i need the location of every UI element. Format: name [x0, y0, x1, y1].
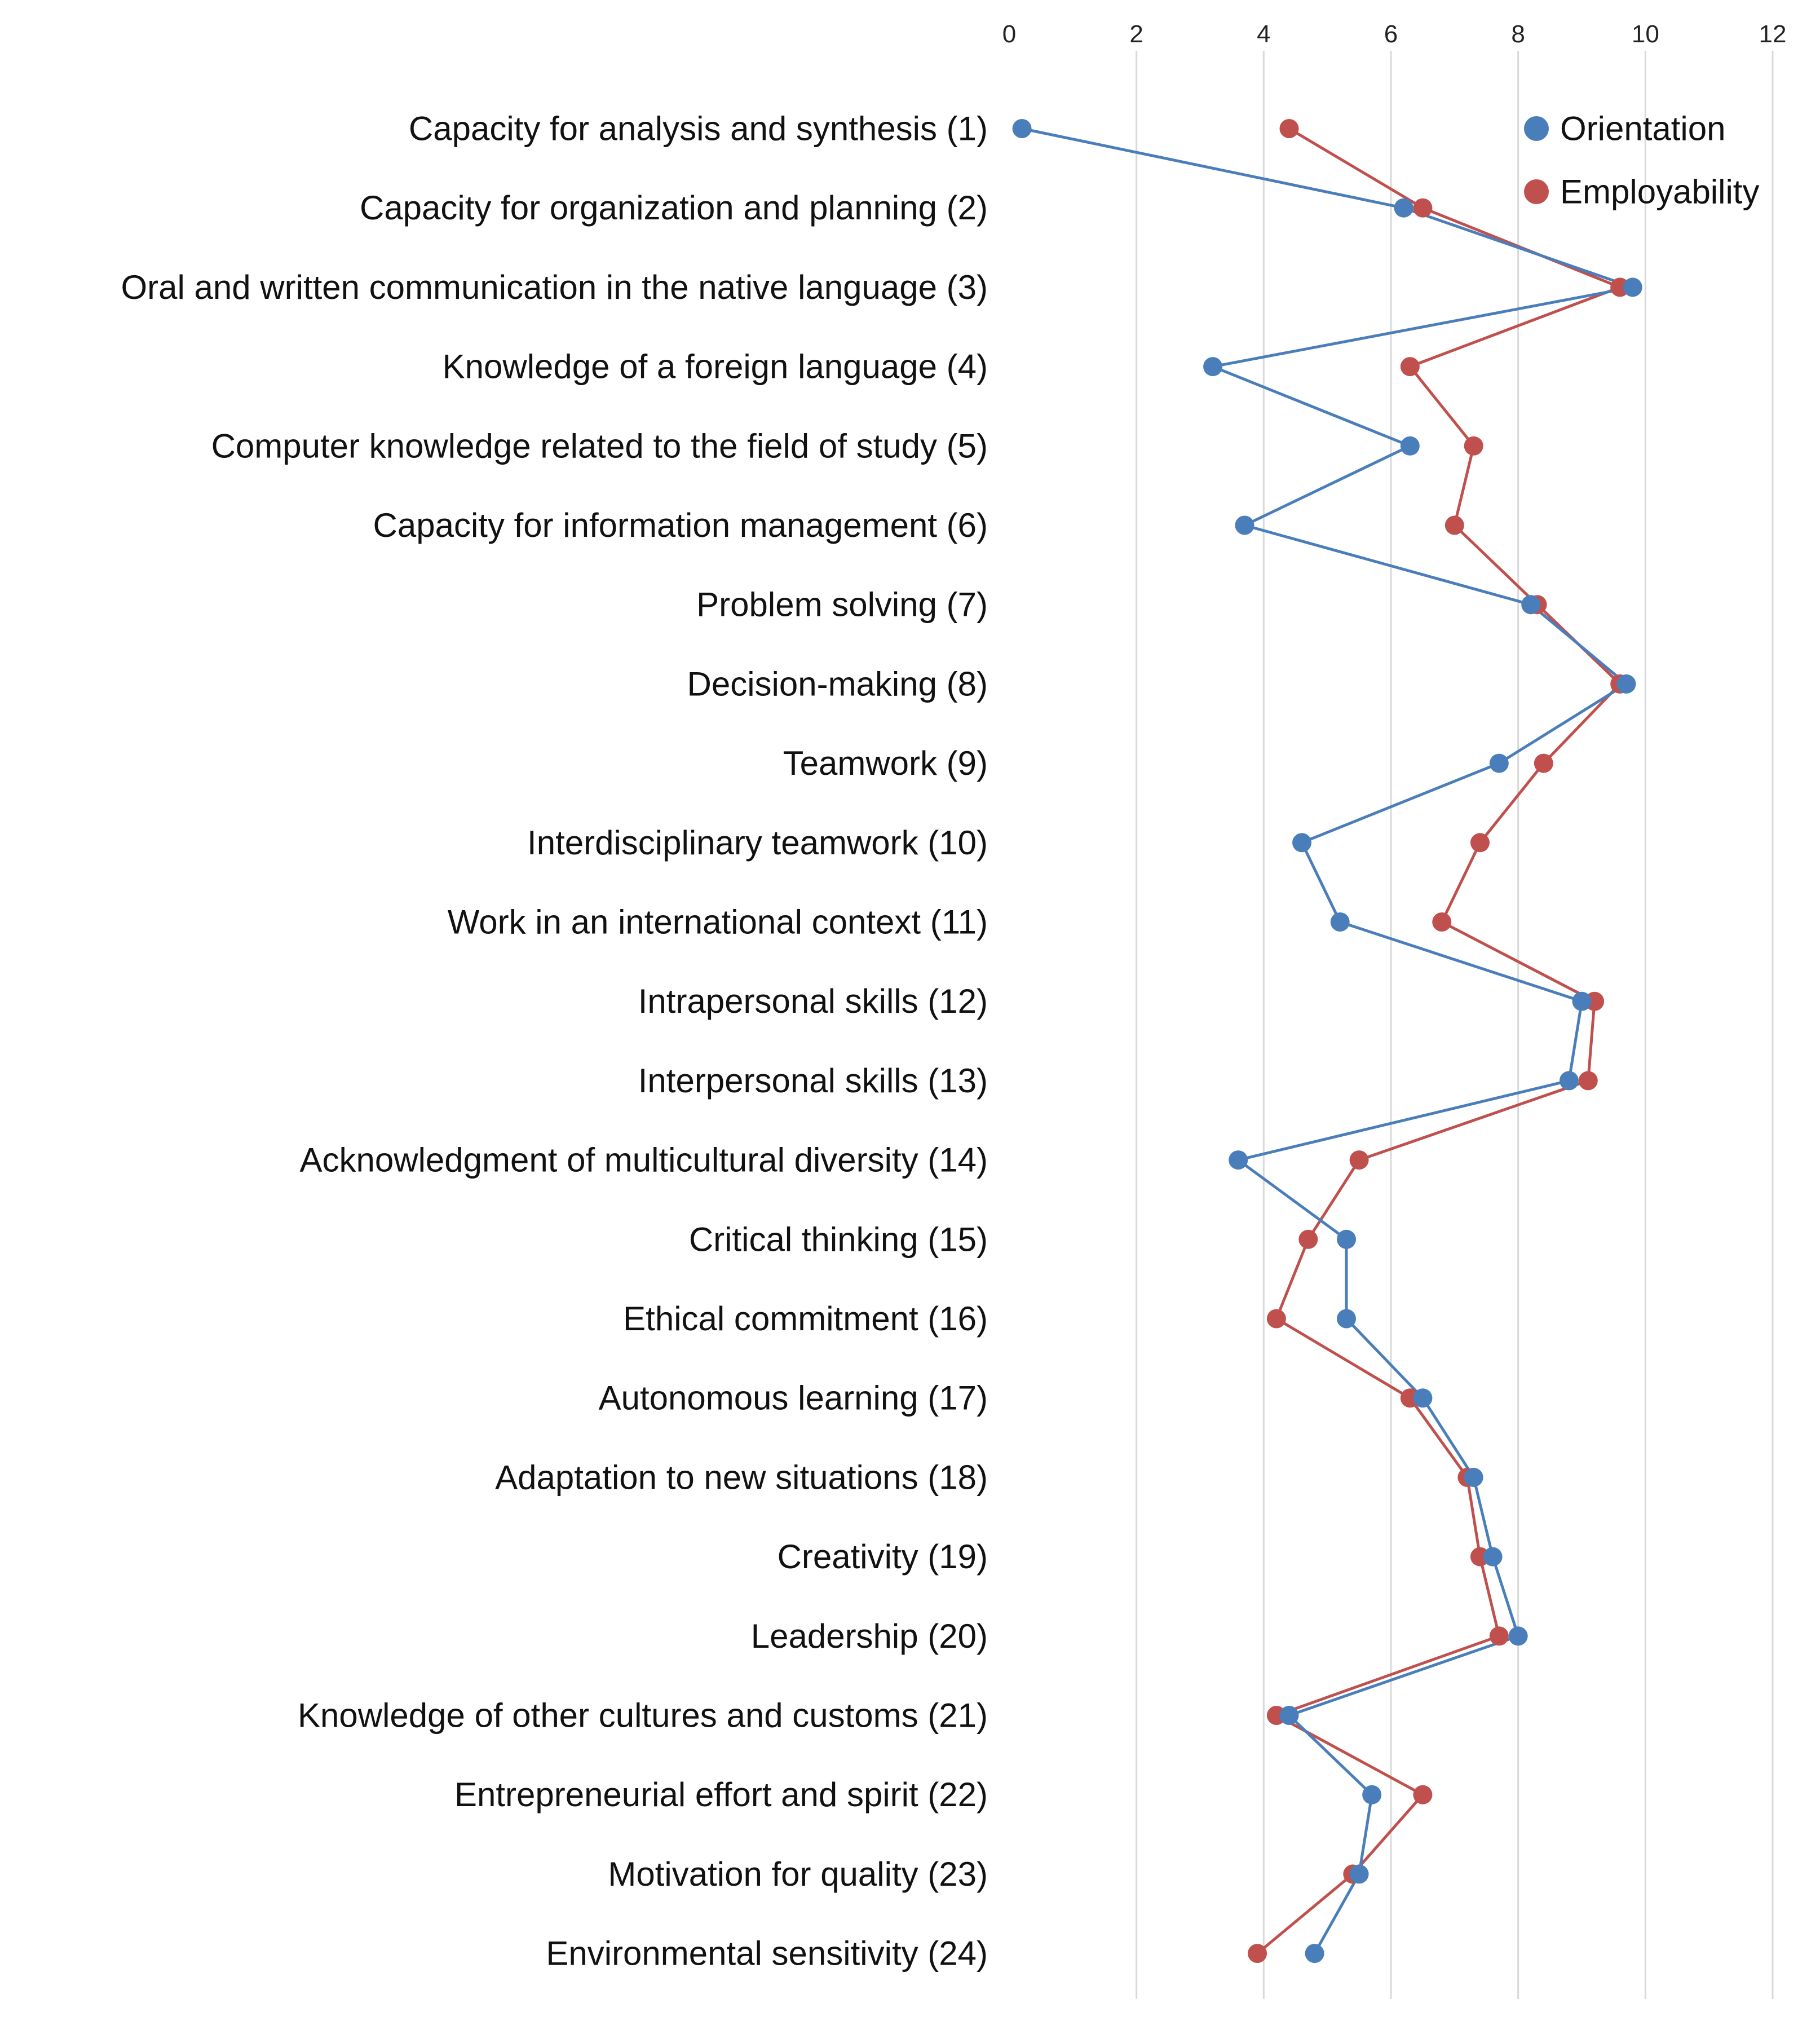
- x-tick-label: 0: [1002, 20, 1016, 48]
- series-lines: [1022, 127, 1635, 1955]
- x-tick-label: 10: [1632, 20, 1659, 48]
- data-point-orientation: [1203, 357, 1223, 377]
- category-label: Adaptation to new situations (18): [495, 1458, 988, 1496]
- category-labels: Capacity for analysis and synthesis (1) C…: [121, 110, 988, 1973]
- data-point-orientation: [1337, 1229, 1357, 1249]
- data-point-employability: [1266, 1309, 1286, 1329]
- category-label: Entrepreneurial effort and spirit (22): [454, 1776, 988, 1814]
- category-label: Capacity for information management (6): [373, 506, 988, 544]
- series-line-orientation: [1022, 127, 1635, 1954]
- x-axis-ticks: 0 2 4 6 8 10 12: [1002, 20, 1787, 48]
- category-label: Capacity for organization and planning (…: [360, 189, 988, 227]
- x-tick-label: 8: [1511, 20, 1525, 48]
- data-point-orientation: [1489, 753, 1509, 773]
- legend-marker: [1524, 116, 1549, 141]
- data-point-orientation: [1235, 515, 1254, 535]
- category-label: Work in an international context (11): [448, 903, 988, 941]
- data-point-orientation: [1292, 833, 1312, 853]
- data-point-employability: [1413, 1785, 1433, 1804]
- legend-marker: [1524, 179, 1549, 204]
- gridlines: [1136, 51, 1774, 1999]
- legend-label: Orientation: [1560, 110, 1726, 148]
- data-point-orientation: [1623, 277, 1642, 297]
- data-point-orientation: [1508, 1626, 1528, 1646]
- data-point-employability: [1349, 1150, 1369, 1170]
- data-point-orientation: [1362, 1785, 1382, 1804]
- data-point-orientation: [1559, 1071, 1579, 1091]
- data-point-employability: [1432, 912, 1452, 932]
- data-point-orientation: [1330, 912, 1350, 932]
- legend-item-orientation: Orientation: [1524, 110, 1726, 148]
- category-label: Ethical commitment (16): [623, 1300, 988, 1338]
- data-point-orientation: [1337, 1309, 1357, 1329]
- data-point-employability: [1298, 1229, 1318, 1249]
- x-tick-label: 2: [1129, 20, 1143, 48]
- category-label: Interpersonal skills (13): [638, 1062, 988, 1100]
- data-point-employability: [1248, 1944, 1267, 1964]
- data-point-employability: [1464, 436, 1483, 456]
- data-point-employability: [1578, 1071, 1598, 1091]
- category-label: Autonomous learning (17): [599, 1379, 988, 1417]
- data-point-employability: [1444, 515, 1464, 535]
- data-point-employability: [1489, 1626, 1509, 1646]
- category-label: Capacity for analysis and synthesis (1): [409, 110, 988, 148]
- data-point-orientation: [1394, 198, 1413, 218]
- category-label: Acknowledgment of multicultural diversit…: [300, 1141, 988, 1179]
- data-point-employability: [1400, 357, 1420, 377]
- category-label: Interdisciplinary teamwork (10): [527, 824, 988, 862]
- category-label: Critical thinking (15): [689, 1220, 988, 1258]
- data-point-orientation: [1305, 1944, 1324, 1964]
- category-label: Knowledge of other cultures and customs …: [298, 1697, 988, 1735]
- category-label: Problem solving (7): [696, 586, 988, 624]
- x-tick-label: 12: [1759, 20, 1787, 48]
- data-point-orientation: [1616, 674, 1636, 694]
- category-label: Oral and written communication in the na…: [121, 268, 988, 306]
- data-point-orientation: [1413, 1388, 1433, 1408]
- data-point-employability: [1534, 753, 1553, 773]
- category-label: Knowledge of a foreign language (4): [443, 348, 988, 386]
- data-point-employability: [1279, 119, 1299, 138]
- series-points: [1012, 119, 1642, 1964]
- data-point-orientation: [1521, 595, 1541, 615]
- x-tick-label: 4: [1257, 20, 1270, 48]
- data-point-employability: [1413, 198, 1433, 218]
- data-point-employability: [1470, 833, 1490, 853]
- category-label: Creativity (19): [778, 1538, 988, 1576]
- data-point-orientation: [1464, 1467, 1483, 1487]
- category-label: Teamwork (9): [783, 744, 988, 782]
- category-label: Computer knowledge related to the field …: [211, 427, 988, 465]
- data-point-orientation: [1349, 1864, 1369, 1884]
- data-point-orientation: [1483, 1547, 1503, 1567]
- data-point-orientation: [1279, 1706, 1299, 1725]
- data-point-orientation: [1229, 1150, 1248, 1170]
- data-point-orientation: [1400, 436, 1420, 456]
- category-label: Environmental sensitivity (24): [546, 1935, 988, 1973]
- legend-label: Employability: [1560, 173, 1759, 211]
- data-point-orientation: [1012, 119, 1032, 138]
- category-label: Motivation for quality (23): [608, 1855, 988, 1893]
- series-line-employability: [1256, 127, 1622, 1955]
- x-tick-label: 6: [1384, 20, 1398, 48]
- legend: Orientation Employability: [1524, 110, 1759, 211]
- legend-item-employability: Employability: [1524, 173, 1759, 211]
- data-point-orientation: [1572, 991, 1592, 1011]
- category-label: Decision-making (8): [687, 665, 988, 703]
- category-label: Intrapersonal skills (12): [638, 982, 988, 1020]
- category-label: Leadership (20): [751, 1617, 988, 1655]
